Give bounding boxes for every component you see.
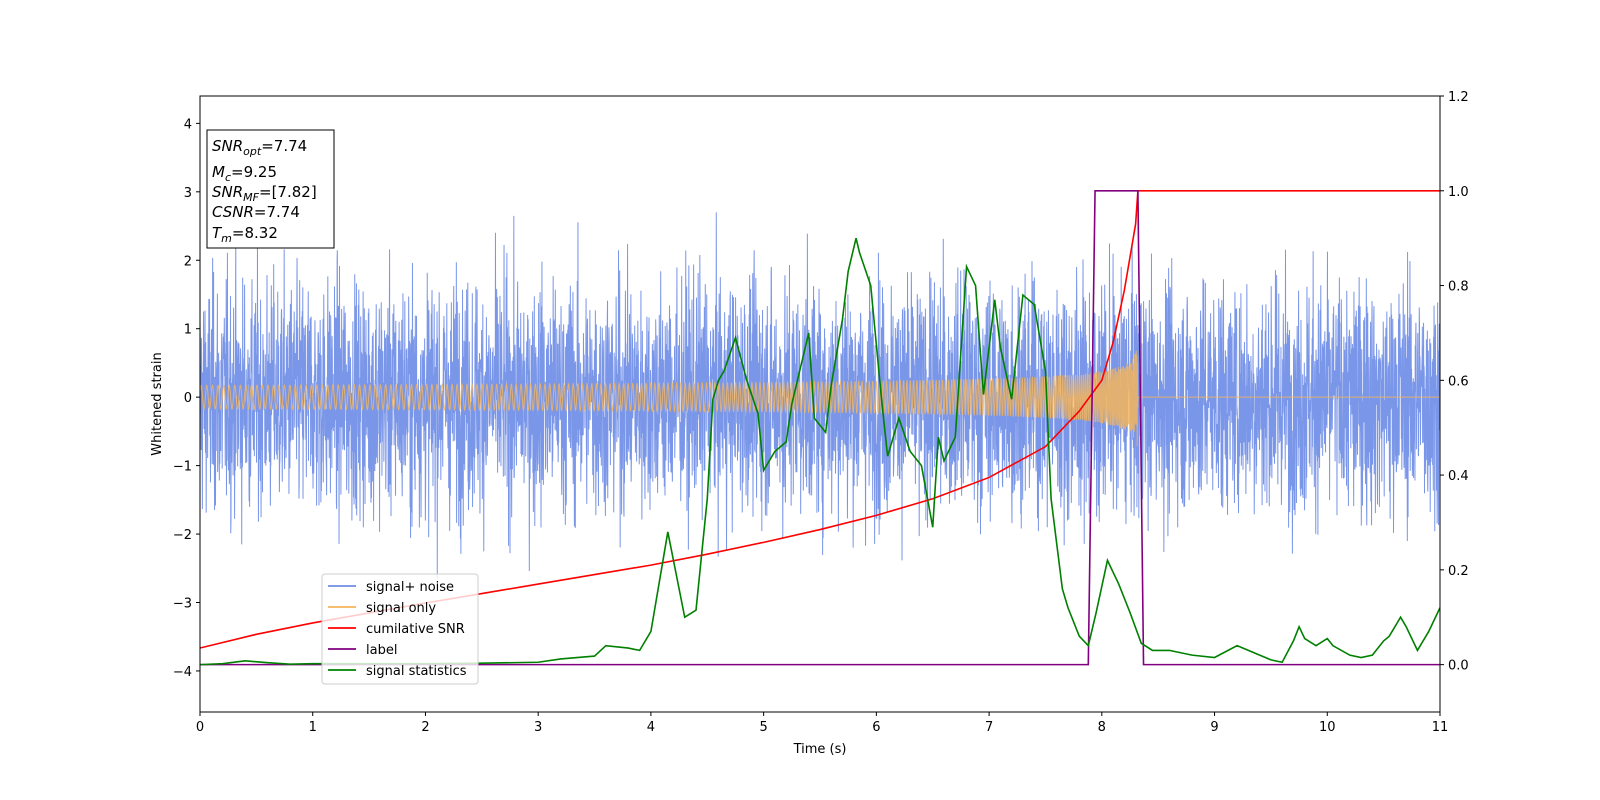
x-tick-label: 11 — [1432, 720, 1449, 735]
y-tick-label: 3 — [184, 186, 192, 201]
x-tick-label: 7 — [985, 720, 993, 735]
legend-label: signal statistics — [366, 664, 467, 679]
x-tick-label: 0 — [196, 720, 204, 735]
y-tick-label: −1 — [173, 460, 192, 475]
y-axis-label: Whitened strain — [150, 352, 165, 455]
metric-line: CSNR=7.74 — [212, 203, 300, 221]
y-tick-label: −2 — [173, 528, 192, 543]
y-axis-left: −4 −3 −2 −1 0 1 2 3 4 — [173, 117, 200, 680]
legend-label: cumilative SNR — [366, 622, 465, 637]
y-tick-label: 2 — [184, 254, 192, 269]
series-signal-statistics — [200, 237, 1440, 666]
x-tick-label: 6 — [872, 720, 880, 735]
metric-line: Tm=8.32 — [212, 224, 278, 245]
y2-tick-label: 1.2 — [1448, 90, 1469, 105]
x-tick-label: 8 — [1098, 720, 1106, 735]
plot-frame — [199, 95, 1441, 713]
y-tick-label: 0 — [184, 391, 192, 406]
metric-line: Mc=9.25 — [212, 163, 277, 184]
y-tick-label: −3 — [173, 596, 192, 611]
legend-label: label — [366, 643, 397, 658]
series-signal-noise — [200, 212, 1440, 580]
x-tick-label: 10 — [1319, 720, 1336, 735]
legend: signal+ noise signal only cumilative SNR la… — [321, 573, 479, 685]
x-tick-label: 9 — [1210, 720, 1218, 735]
y2-tick-label: 0.2 — [1448, 564, 1469, 579]
x-tick-label: 4 — [647, 720, 655, 735]
x-tick-label: 5 — [759, 720, 767, 735]
y2-tick-label: 0.8 — [1448, 280, 1469, 295]
series-signal-only — [200, 350, 1440, 447]
x-tick-label: 1 — [309, 720, 317, 735]
x-tick-label: 3 — [534, 720, 542, 735]
y2-tick-label: 0.4 — [1448, 469, 1469, 484]
legend-label: signal+ noise — [366, 580, 454, 595]
metrics-box-frame — [206, 129, 335, 249]
legend-frame — [321, 573, 479, 685]
y-tick-label: 1 — [184, 323, 192, 338]
y-tick-label: 4 — [184, 117, 192, 132]
metric-line: SNRopt=7.74 — [212, 137, 307, 158]
y-tick-label: −4 — [173, 665, 192, 680]
metric-line: SNRMF=[7.82] — [212, 183, 317, 204]
series-label — [200, 189, 1440, 666]
x-axis-label: Time (s) — [793, 742, 847, 757]
x-axis: 0 1 2 3 4 5 6 7 8 9 10 11 — [196, 712, 1448, 735]
y2-tick-label: 0.0 — [1448, 659, 1469, 674]
x-tick-label: 2 — [421, 720, 429, 735]
y2-tick-label: 1.0 — [1448, 185, 1469, 200]
y-axis-right: 0.0 0.2 0.4 0.6 0.8 1.0 1.2 — [1440, 90, 1469, 674]
legend-label: signal only — [366, 601, 436, 616]
y2-tick-label: 0.6 — [1448, 374, 1469, 389]
